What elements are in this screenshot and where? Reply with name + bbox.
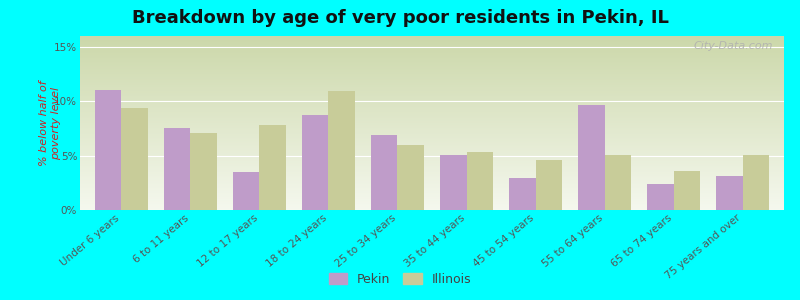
Bar: [190, 133, 217, 210]
Bar: [716, 176, 742, 210]
Bar: [466, 152, 493, 210]
Bar: [674, 171, 700, 210]
Bar: [329, 92, 354, 210]
Bar: [647, 184, 674, 210]
Bar: [535, 160, 562, 210]
Bar: [440, 154, 466, 210]
Bar: [122, 108, 148, 210]
Y-axis label: % below half of
poverty level: % below half of poverty level: [39, 80, 61, 166]
Text: Breakdown by age of very poor residents in Pekin, IL: Breakdown by age of very poor residents …: [131, 9, 669, 27]
Legend: Pekin, Illinois: Pekin, Illinois: [323, 268, 477, 291]
Bar: [302, 116, 329, 210]
Bar: [371, 135, 398, 210]
Bar: [95, 90, 122, 210]
Bar: [164, 128, 190, 210]
Bar: [234, 172, 259, 210]
Bar: [605, 154, 630, 210]
Text: City-Data.com: City-Data.com: [694, 41, 774, 51]
Bar: [398, 145, 424, 210]
Bar: [742, 154, 769, 210]
Bar: [510, 178, 535, 210]
Bar: [259, 125, 286, 210]
Bar: [578, 104, 605, 210]
